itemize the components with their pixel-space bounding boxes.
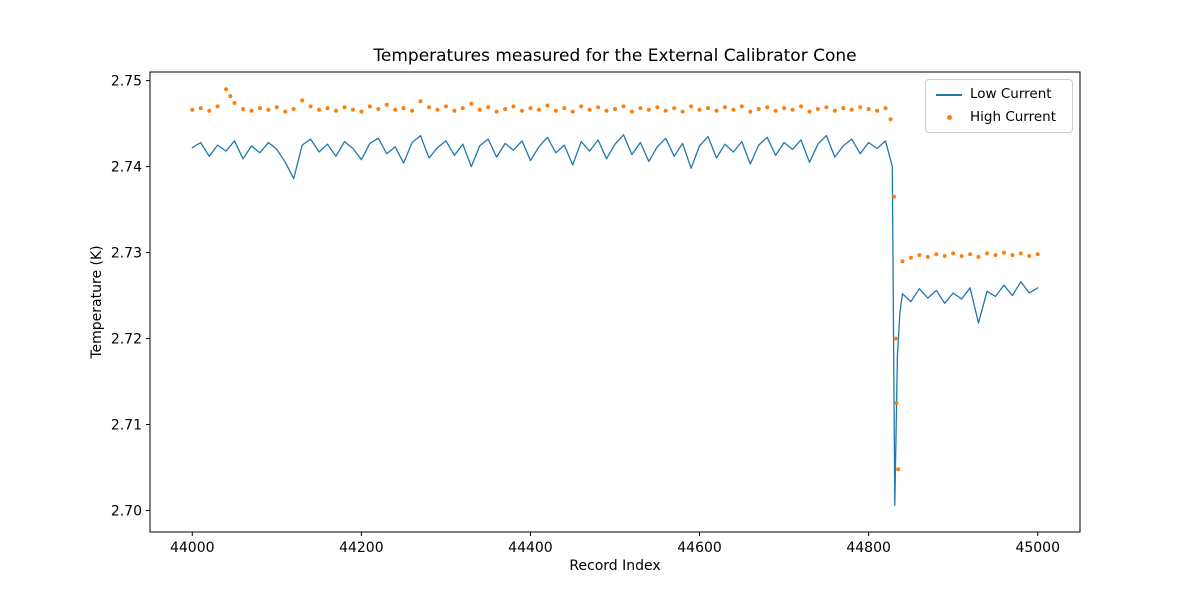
axes-frame [149,71,1081,533]
x-tick-label: 44200 [339,540,384,556]
x-tick-label: 45000 [1015,540,1060,556]
series-high-current [190,87,1040,472]
y-axis-label: Temperature (K) [89,245,105,359]
y-tick-label: 2.75 [111,74,142,90]
legend-item-high-current: High Current [936,108,1062,125]
y-tick-label: 2.74 [111,160,142,176]
x-tick-label: 44000 [170,540,215,556]
chart-title: Temperatures measured for the External C… [373,46,857,66]
y-axis-ticks: 2.70 2.71 2.72 2.73 2.74 2.75 [111,74,150,520]
series-low-current [191,134,1039,506]
legend: Low Current High Current [925,79,1073,133]
high-current-dot-swatch [947,114,952,120]
x-axis-ticks: 44000 44200 44400 44600 44800 45000 [170,532,1060,556]
x-tick-label: 44800 [846,540,891,556]
legend-label-high-current: High Current [970,108,1057,125]
x-axis-label: Record Index [569,558,661,574]
y-tick-label: 2.72 [111,332,142,348]
y-tick-label: 2.73 [111,246,142,262]
x-tick-label: 44400 [508,540,553,556]
low-current-line-swatch [936,93,962,96]
x-tick-label: 44600 [677,540,722,556]
y-tick-label: 2.70 [111,504,142,520]
legend-item-low-current: Low Current [936,86,1062,102]
y-tick-label: 2.71 [111,418,142,434]
legend-label-low-current: Low Current [970,86,1052,102]
